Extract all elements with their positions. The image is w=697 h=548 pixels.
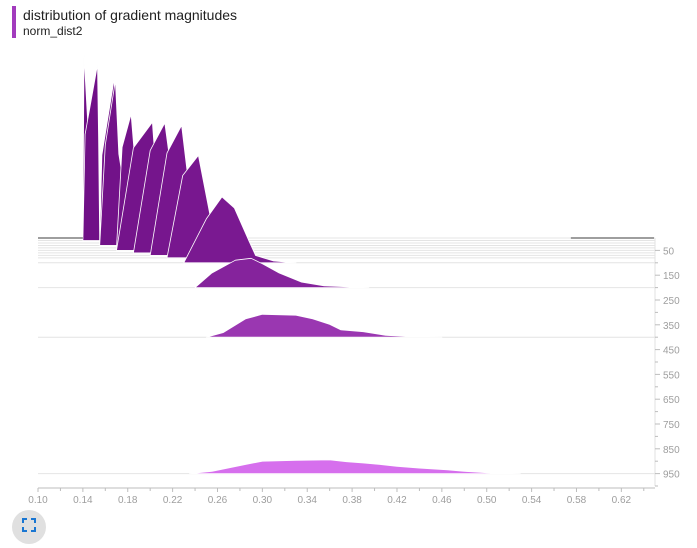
histogram-step-400 xyxy=(38,313,655,338)
x-tick-label: 0.62 xyxy=(612,495,632,506)
x-tick-label: 0.22 xyxy=(163,495,183,506)
expand-button[interactable] xyxy=(12,510,46,544)
x-tick-label: 0.10 xyxy=(28,495,48,506)
y-tick-label: 50 xyxy=(663,246,675,257)
fullscreen-icon xyxy=(22,517,36,537)
x-tick-label: 0.18 xyxy=(118,495,138,506)
y-tick-label: 750 xyxy=(663,420,680,431)
x-tick-label: 0.14 xyxy=(73,495,93,506)
histogram-area xyxy=(82,64,101,241)
y-tick-label: 150 xyxy=(663,271,680,282)
x-tick-label: 0.30 xyxy=(253,495,273,506)
histogram-step-100 xyxy=(38,196,655,264)
histogram-area xyxy=(189,459,521,474)
y-tick-label: 550 xyxy=(663,370,680,381)
x-tick-label: 0.34 xyxy=(298,495,318,506)
chart-subtitle: norm_dist2 xyxy=(23,24,83,38)
histogram-step-950 xyxy=(38,459,655,475)
x-tick-label: 0.26 xyxy=(208,495,228,506)
x-tick-label: 0.42 xyxy=(387,495,407,506)
card-accent-bar xyxy=(12,6,16,38)
chart-title: distribution of gradient magnitudes xyxy=(23,7,238,23)
y-tick-label: 950 xyxy=(663,470,680,481)
y-tick-label: 650 xyxy=(663,395,680,406)
x-tick-label: 0.46 xyxy=(432,495,452,506)
y-tick-label: 450 xyxy=(663,346,680,357)
y-tick-label: 250 xyxy=(663,296,680,307)
x-tick-label: 0.54 xyxy=(522,495,542,506)
x-tick-label: 0.50 xyxy=(477,495,497,506)
y-tick-label: 350 xyxy=(663,321,680,332)
x-tick-label: 0.58 xyxy=(567,495,587,506)
y-tick-label: 850 xyxy=(663,445,680,456)
histogram-area xyxy=(205,313,443,338)
histogram-step-200 xyxy=(38,257,655,289)
histogram-area xyxy=(194,257,370,288)
histogram-area xyxy=(183,196,297,264)
x-tick-label: 0.38 xyxy=(342,495,362,506)
